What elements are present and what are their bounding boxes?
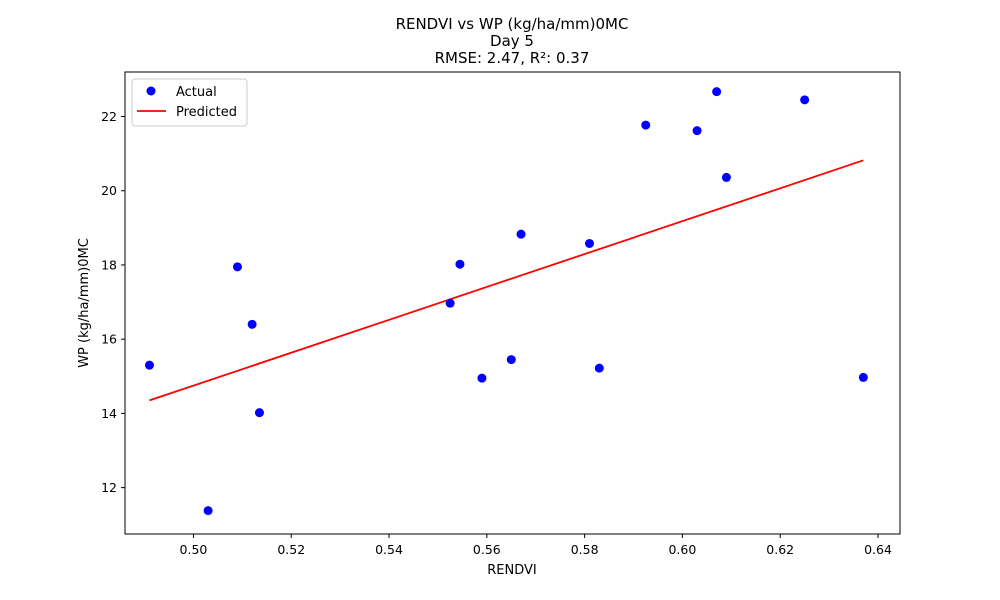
chart-subtitle-metrics: RMSE: 2.47, R²: 0.37 bbox=[435, 49, 590, 67]
actual-data-point bbox=[247, 319, 257, 329]
actual-data-point bbox=[254, 408, 264, 418]
x-tick-label: 0.54 bbox=[375, 542, 403, 557]
y-tick-label: 18 bbox=[101, 257, 117, 272]
x-tick-label: 0.62 bbox=[766, 542, 794, 557]
actual-data-point bbox=[692, 126, 702, 136]
actual-data-point bbox=[477, 373, 487, 383]
predicted-series bbox=[149, 159, 864, 402]
y-axis-label: WP (kg/ha/mm)0MC bbox=[77, 238, 92, 368]
x-axis-ticks: 0.50 0.52 0.54 0.56 0.58 0.60 0.62 0.64 bbox=[180, 534, 892, 557]
actual-data-point bbox=[585, 238, 595, 248]
y-axis-ticks: 12 14 16 18 20 22 bbox=[101, 109, 125, 495]
actual-data-point bbox=[858, 372, 868, 382]
y-tick-label: 20 bbox=[101, 183, 117, 198]
actual-data-point bbox=[712, 87, 722, 97]
actual-data-point bbox=[641, 120, 651, 130]
plot-frame bbox=[124, 71, 901, 535]
actual-data-point bbox=[232, 262, 242, 272]
actual-data-point bbox=[516, 229, 526, 239]
legend-actual-marker bbox=[146, 86, 156, 96]
x-tick-label: 0.52 bbox=[277, 542, 305, 557]
legend: Actual Predicted bbox=[131, 78, 248, 127]
y-tick-label: 12 bbox=[101, 480, 117, 495]
x-tick-label: 0.56 bbox=[473, 542, 501, 557]
actual-data-point bbox=[455, 259, 465, 269]
legend-predicted-label: Predicted bbox=[176, 105, 237, 120]
actual-data-point bbox=[203, 506, 213, 516]
chart-title: RENDVI vs WP (kg/ha/mm)0MC bbox=[396, 15, 629, 33]
plot-area: 0.50 0.52 0.54 0.56 0.58 0.60 0.62 0.64 1214161… bbox=[101, 71, 901, 557]
actual-data-point bbox=[506, 355, 516, 365]
actual-data-point bbox=[445, 298, 455, 308]
y-tick-label: 22 bbox=[101, 109, 117, 124]
y-tick-label: 14 bbox=[101, 406, 117, 421]
legend-actual-label: Actual bbox=[176, 85, 217, 100]
predicted-line bbox=[149, 159, 864, 402]
x-tick-label: 0.64 bbox=[864, 542, 892, 557]
actual-data-point bbox=[144, 360, 154, 370]
x-tick-label: 0.60 bbox=[668, 542, 696, 557]
actual-series bbox=[144, 87, 868, 516]
chart-subtitle-day: Day 5 bbox=[490, 32, 534, 50]
x-tick-label: 0.58 bbox=[571, 542, 599, 557]
x-axis-label: RENDVI bbox=[487, 563, 536, 578]
x-tick-label: 0.50 bbox=[180, 542, 208, 557]
actual-data-point bbox=[594, 363, 604, 373]
legend-box bbox=[131, 78, 248, 127]
actual-data-point bbox=[800, 95, 810, 105]
actual-data-point bbox=[721, 172, 731, 182]
y-tick-label: 16 bbox=[101, 332, 117, 347]
